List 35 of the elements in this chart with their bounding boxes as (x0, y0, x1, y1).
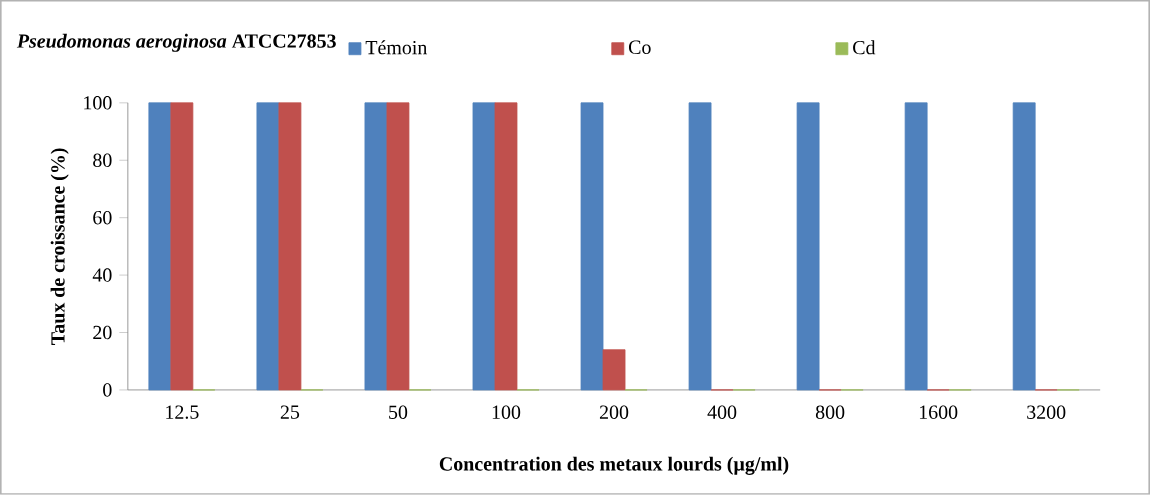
legend-label: Témoin (365, 40, 428, 55)
y-axis-title: Taux de croissance (%) (50, 148, 69, 346)
bar (472, 102, 496, 391)
y-tick-label: 20 (93, 325, 112, 340)
bar (256, 102, 280, 391)
x-tick-label: 200 (599, 405, 629, 420)
x-tick-label: 1600 (919, 405, 958, 420)
legend-label: Co (628, 40, 651, 55)
bar (148, 102, 172, 391)
bar (904, 102, 928, 391)
x-axis-title: Concentration des metaux lourds (µg/ml) (439, 456, 789, 475)
x-tick-label: 400 (707, 405, 737, 420)
x-tick-label: 3200 (1027, 405, 1066, 420)
x-tick-label: 50 (389, 405, 408, 420)
legend-label: Cd (853, 40, 876, 55)
bar (170, 102, 194, 391)
bar (602, 349, 626, 391)
bar (796, 102, 820, 391)
bar (580, 102, 604, 391)
bar (278, 102, 302, 391)
bar (386, 102, 410, 391)
y-tick-label: 60 (93, 211, 112, 225)
bar (688, 102, 712, 391)
chart-title: Pseudomonas aeroginosa ATCC27853 (16, 33, 336, 52)
y-tick-label: 100 (84, 96, 112, 110)
x-tick-label: 25 (280, 405, 300, 419)
y-tick-label: 80 (93, 153, 112, 168)
bar (494, 102, 518, 391)
y-tick-label: 40 (92, 268, 112, 282)
x-tick-label: 12.5 (166, 405, 199, 420)
bar (364, 102, 388, 391)
x-tick-label: 800 (815, 405, 845, 420)
bar (1012, 102, 1036, 391)
x-tick-label: 100 (492, 405, 521, 420)
y-tick-label: 0 (103, 383, 112, 397)
